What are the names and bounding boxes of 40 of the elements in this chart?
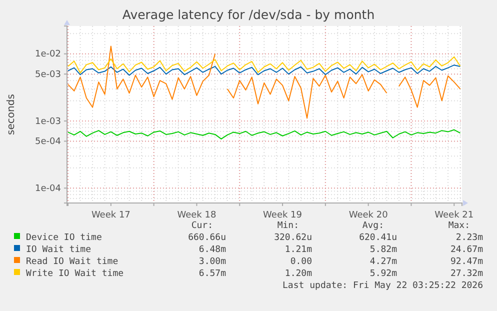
text: 5.92m [370,269,397,279]
y-axis-title: seconds [6,94,17,135]
text: 24.67m [450,245,483,255]
text: 1.20m [284,269,312,279]
text: Cur: [191,221,213,231]
line-series [68,129,461,140]
text: 2.23m [456,233,483,243]
chart-title: Average latency for /dev/sda - by month [122,7,375,22]
text: Last update: Fri May 22 03:25:22 2026 [282,281,483,291]
y-tick-label: 5e-03 [35,70,61,80]
text: 320.62u [274,233,312,243]
line-series [68,64,461,76]
text: 6.57m [198,269,226,279]
text: 92.47m [450,257,483,267]
x-tick-label: Week 19 [263,210,302,220]
text: 4.27m [370,257,397,267]
text: 1.21m [284,245,312,255]
legend-label: Device IO time [26,233,102,243]
line-series [68,56,461,74]
x-tick-label: Week 21 [434,210,474,220]
legend-label: Read IO Wait time [26,257,118,267]
text: Min: [277,221,299,231]
y-tick-label: 1e-02 [35,50,61,60]
x-tick-label: Week 18 [177,210,216,220]
text: 0.00 [290,257,312,267]
text: Avg: [362,221,384,231]
x-tick-label: Week 17 [91,210,130,220]
text: 5.82m [370,245,397,255]
legend-label: Write IO Wait time [26,269,124,279]
x-tick-label: Week 20 [348,210,388,220]
text: 620.41u [359,233,397,243]
text: 660.66u [188,233,226,243]
text: 6.48m [198,245,226,255]
y-tick-label: 1e-03 [35,116,61,127]
legend-label: IO Wait time [26,245,92,255]
text: 27.32m [450,269,483,279]
text: Max: [448,221,470,231]
text: 3.00m [198,257,226,267]
y-tick-label: 5e-04 [35,137,62,148]
y-tick-label: 1e-04 [35,184,62,194]
